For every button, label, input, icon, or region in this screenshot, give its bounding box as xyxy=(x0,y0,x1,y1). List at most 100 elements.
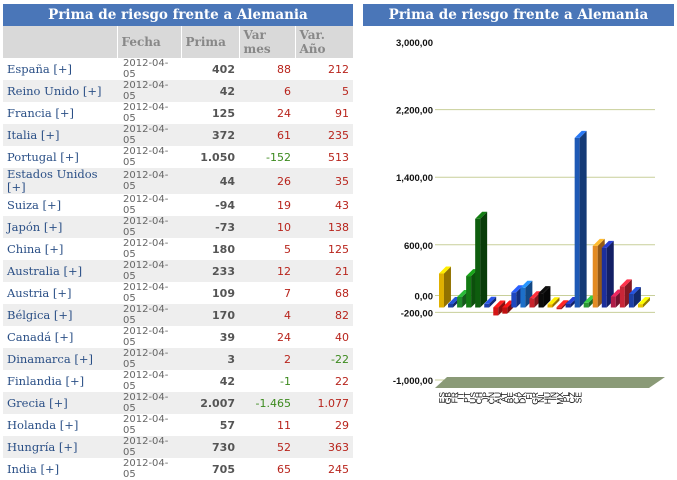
header-fecha: Fecha xyxy=(117,26,182,58)
var-anio-cell: 29 xyxy=(295,414,353,436)
premium-cell: -73 xyxy=(181,216,239,238)
bar-top-IT xyxy=(466,269,479,277)
country-link[interactable]: Dinamarca [+] xyxy=(3,348,117,370)
bar-top-NL xyxy=(583,295,596,303)
x-tick-label: CZ xyxy=(567,392,577,403)
bar-side-PT xyxy=(480,211,488,308)
bar-top-PL xyxy=(619,279,632,287)
country-link[interactable]: Francia [+] xyxy=(3,102,117,124)
country-link[interactable]: Holanda [+] xyxy=(3,414,117,436)
bar-IT xyxy=(466,276,472,308)
table-row: Estados Unidos [+] 2012-04-05 44 26 35 xyxy=(3,168,353,194)
bar-side-CH xyxy=(498,300,506,316)
var-anio-cell: 245 xyxy=(295,458,353,480)
table-row: Japón [+] 2012-04-05 -73 10 138 xyxy=(3,216,353,238)
country-link[interactable]: Austria [+] xyxy=(3,282,117,304)
var-anio-cell: 125 xyxy=(295,238,353,260)
table-row: Portugal [+] 2012-04-05 1.050 -152 513 xyxy=(3,146,353,168)
var-anio-cell: 43 xyxy=(295,194,353,216)
var-anio-cell: 1.077 xyxy=(295,392,353,414)
var-mes-cell: 61 xyxy=(239,124,295,146)
bar-top-US xyxy=(484,296,497,304)
premium-cell: 39 xyxy=(181,326,239,348)
header-var-anio: Var. Año xyxy=(295,26,354,58)
country-link[interactable]: Suiza [+] xyxy=(3,194,117,216)
country-link[interactable]: India [+] xyxy=(3,458,117,480)
date-cell: 2012-04-05 xyxy=(117,348,181,370)
var-anio-cell: 5 xyxy=(295,80,353,102)
date-cell: 2012-04-05 xyxy=(117,414,181,436)
bar-top-BE xyxy=(538,286,551,294)
country-link[interactable]: Grecia [+] xyxy=(3,392,117,414)
var-anio-cell: 91 xyxy=(295,102,353,124)
var-mes-cell: 6 xyxy=(239,80,295,102)
x-tick-label: SE xyxy=(573,392,583,404)
x-tick-label: CH xyxy=(474,392,484,404)
x-tick-label: HU xyxy=(542,392,552,404)
premium-cell: 170 xyxy=(181,304,239,326)
country-link[interactable]: España [+] xyxy=(3,58,117,80)
chart-title: Prima de riesgo frente a Alemania xyxy=(363,4,674,26)
bar-side-SE xyxy=(642,297,650,308)
header-var-mes: Var mes xyxy=(239,26,296,58)
var-mes-cell: 5 xyxy=(239,238,295,260)
y-tick-label: -200,00 xyxy=(401,308,433,319)
table-title: Prima de riesgo frente a Alemania xyxy=(3,4,353,26)
var-mes-cell: 12 xyxy=(239,260,295,282)
var-mes-cell: 11 xyxy=(239,414,295,436)
bar-side-BE xyxy=(543,286,551,308)
country-link[interactable]: Italia [+] xyxy=(3,124,117,146)
x-tick-label: PL xyxy=(561,392,571,403)
premium-cell: 44 xyxy=(181,168,239,194)
x-tick-label: DK xyxy=(518,392,528,404)
premium-cell: 125 xyxy=(181,102,239,124)
date-cell: 2012-04-05 xyxy=(117,146,181,168)
x-tick-label: IT xyxy=(456,392,466,400)
country-link[interactable]: Finlandia [+] xyxy=(3,370,117,392)
premium-cell: 233 xyxy=(181,260,239,282)
date-cell: 2012-04-05 xyxy=(117,216,181,238)
country-link[interactable]: Reino Unido [+] xyxy=(3,80,117,102)
bar-top-CZ xyxy=(628,286,641,294)
table-row: Canadá [+] 2012-04-05 39 24 40 xyxy=(3,326,353,348)
x-tick-label: FI xyxy=(524,392,534,400)
country-link[interactable]: Estados Unidos [+] xyxy=(3,168,117,194)
country-link[interactable]: Portugal [+] xyxy=(3,146,117,168)
bar-top-CA xyxy=(547,297,560,305)
date-cell: 2012-04-05 xyxy=(117,102,181,124)
var-mes-cell: 65 xyxy=(239,458,295,480)
var-anio-cell: 235 xyxy=(295,124,353,146)
table-row: Grecia [+] 2012-04-05 2.007 -1.465 1.077 xyxy=(3,392,353,414)
table-row: Hungría [+] 2012-04-05 730 52 363 xyxy=(3,436,353,458)
bar-side-GR xyxy=(579,130,587,308)
x-tick-label: CN xyxy=(487,392,497,404)
bar-SE xyxy=(637,304,643,308)
bar-top-AT xyxy=(529,291,542,299)
country-link[interactable]: Canadá [+] xyxy=(3,326,117,348)
var-anio-cell: 35 xyxy=(295,168,353,194)
chart-floor xyxy=(435,377,665,388)
x-tick-label: FR xyxy=(449,392,459,403)
var-mes-cell: 24 xyxy=(239,326,295,348)
bar-top-HU xyxy=(592,238,605,246)
x-tick-label: BE xyxy=(505,392,515,404)
bar-PT xyxy=(475,218,481,308)
var-mes-cell: 19 xyxy=(239,194,295,216)
table-row: China [+] 2012-04-05 180 5 125 xyxy=(3,238,353,260)
var-anio-cell: 363 xyxy=(295,436,353,458)
y-tick-label: 1,400,00 xyxy=(396,173,433,184)
country-link[interactable]: Japón [+] xyxy=(3,216,117,238)
var-mes-cell: 24 xyxy=(239,102,295,124)
date-cell: 2012-04-05 xyxy=(117,326,181,348)
x-tick-label: ES xyxy=(437,392,447,404)
bar-side-CZ xyxy=(633,286,641,308)
bar-top-GB xyxy=(448,296,461,304)
country-link[interactable]: China [+] xyxy=(3,238,117,260)
table-row: Holanda [+] 2012-04-05 57 11 29 xyxy=(3,414,353,436)
table-row: Bélgica [+] 2012-04-05 170 4 82 xyxy=(3,304,353,326)
var-anio-cell: 212 xyxy=(295,58,353,80)
country-link[interactable]: Hungría [+] xyxy=(3,436,117,458)
table-row: Reino Unido [+] 2012-04-05 42 6 5 xyxy=(3,80,353,102)
country-link[interactable]: Bélgica [+] xyxy=(3,304,117,326)
country-link[interactable]: Australia [+] xyxy=(3,260,117,282)
